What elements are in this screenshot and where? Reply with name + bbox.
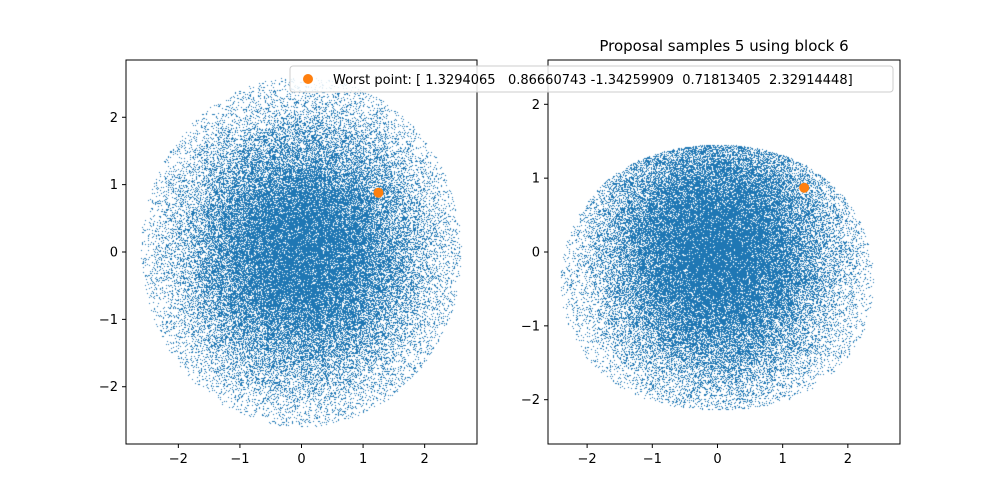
right-x-tick-label: 2 [844,452,852,467]
left-y-tick-label: 2 [110,111,118,126]
right-worst-point-marker [799,182,810,193]
right-scatter-region [548,60,900,444]
right-y-tick-label: 2 [532,98,540,113]
left-x-tick-label: −1 [230,452,249,467]
left-sample-cloud [126,60,477,444]
left-x-tick-label: −2 [169,452,188,467]
right-subplot: Proposal samples 5 using block 6 −2 −1 0 1 2… [521,37,901,467]
legend-box [289,65,894,93]
left-y-tick-label: 0 [110,246,118,261]
right-y-tick-label: −2 [521,393,540,408]
legend-marker-worst-point [303,74,313,84]
left-subplot: −2 −1 0 1 2 −2 −1 0 1 2 [99,59,478,467]
right-x-tick-label: −1 [643,452,662,467]
right-x-tick-label: 1 [779,452,787,467]
left-axis-ticks: −2 −1 0 1 2 −2 −1 0 1 2 [99,111,429,467]
legend: Worst point: [ 1.3294065 0.86660743 -1.3… [289,65,894,93]
left-worst-point-layer [373,187,384,198]
left-worst-point-marker [373,187,384,198]
left-y-tick-label: 1 [110,178,118,193]
left-x-tick-label: 1 [359,452,367,467]
right-axis-ticks: −2 −1 0 1 2 −2 −1 0 1 2 [521,98,852,467]
left-scatter-region [126,60,477,444]
right-x-tick-label: −2 [578,452,597,467]
right-plot-title: Proposal samples 5 using block 6 [599,37,848,55]
right-sample-cloud [548,60,900,444]
left-y-tick-label: −1 [99,313,118,328]
left-y-tick-label: −2 [99,380,118,395]
right-worst-point-layer [799,182,810,193]
legend-label-worst-point: Worst point: [ 1.3294065 0.86660743 -1.3… [333,73,853,88]
left-x-tick-label: 0 [297,452,305,467]
right-y-tick-label: −1 [521,319,540,334]
right-x-tick-label: 0 [713,452,721,467]
left-x-tick-label: 2 [421,452,429,467]
right-y-tick-label: 0 [532,246,540,261]
right-y-tick-label: 1 [532,172,540,187]
